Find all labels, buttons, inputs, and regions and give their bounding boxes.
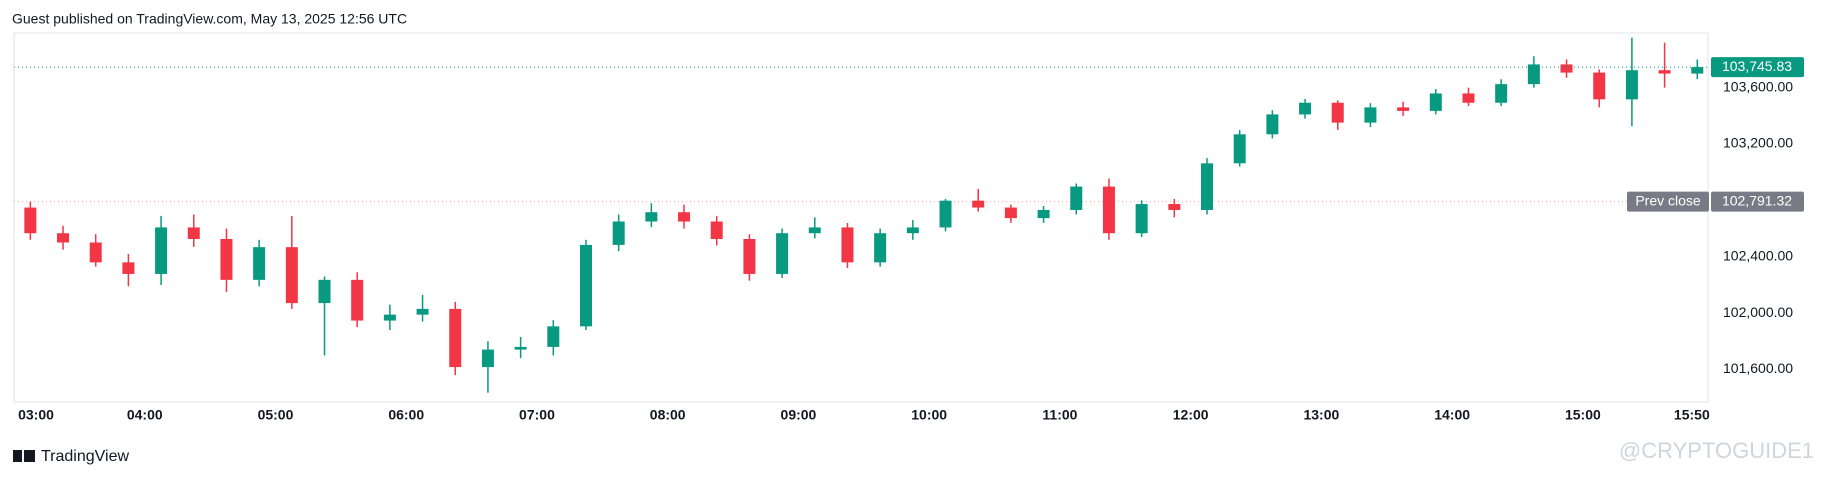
candle-body [1397, 107, 1410, 111]
y-tick-label: 102,000.00 [1723, 304, 1793, 320]
candle-body [972, 200, 985, 208]
footer: TradingView [41, 448, 129, 465]
candle-body [1168, 204, 1181, 210]
candle-body [1560, 64, 1573, 73]
candle-body [253, 247, 266, 280]
candle-body [318, 279, 331, 304]
candle-body [449, 308, 462, 368]
candle-body [1495, 84, 1508, 103]
candle-body [678, 212, 691, 222]
candle-body [1135, 204, 1148, 234]
x-tick-label: 09:00 [781, 407, 817, 423]
x-tick-label: 10:00 [911, 407, 947, 423]
x-tick-label: 08:00 [650, 407, 686, 423]
candle-body [514, 346, 527, 350]
candle-body [481, 349, 494, 368]
candle-body [1364, 107, 1377, 123]
candle-body [1201, 163, 1214, 210]
x-tick-label: 11:00 [1042, 407, 1077, 423]
x-tick-label: 06:00 [388, 407, 424, 423]
candle-body [1527, 64, 1540, 85]
candle-body [808, 227, 821, 234]
prev-close-name-box [1627, 191, 1709, 212]
x-tick-label: 13:00 [1303, 407, 1339, 423]
candle-body [383, 314, 396, 321]
candle-body [776, 233, 789, 274]
candle-body [874, 233, 887, 263]
prev-close-box [1711, 191, 1804, 212]
plot-frame [13, 32, 1709, 403]
candle-body [122, 262, 135, 274]
candle-body [710, 221, 723, 239]
header: Guest published on TradingView.com, May … [12, 11, 407, 27]
candle-body [612, 221, 625, 245]
x-tick-label: 15:00 [1565, 407, 1601, 423]
candle-body [1462, 93, 1475, 103]
x-tick-label: 12:00 [1173, 407, 1209, 423]
watermark: @CRYPTOGUIDE1 [1619, 438, 1814, 463]
x-tick-label: 15:50 [1674, 407, 1710, 423]
last-price-label: 103,745.83 [1722, 58, 1792, 74]
x-tick-label: 07:00 [519, 407, 555, 423]
candle-body [24, 207, 37, 234]
candle-body [1266, 114, 1279, 135]
y-tick-label: 102,400.00 [1723, 247, 1793, 263]
candle-body [1299, 102, 1312, 115]
candle-body [1658, 70, 1671, 74]
x-tick-label: 05:00 [258, 407, 294, 423]
candle-body [1625, 70, 1638, 100]
candle-body [1037, 209, 1050, 219]
candle-body [939, 200, 952, 228]
candle-body [841, 227, 854, 263]
candle-body [1691, 67, 1704, 74]
candle-body [579, 244, 592, 327]
candle-body [743, 238, 756, 274]
y-tick-label: 103,600.00 [1723, 78, 1793, 94]
prev-close-label: 102,791.32 [1722, 192, 1792, 208]
candle-body [1429, 93, 1442, 111]
y-tick-label: 101,600.00 [1723, 360, 1793, 376]
candle-body [1331, 102, 1344, 123]
y-tick-label: 103,200.00 [1723, 135, 1793, 151]
candle-body [1004, 207, 1017, 219]
candle-body [906, 227, 919, 234]
prev-close-name: Prev close [1635, 192, 1701, 208]
candle-body [1593, 72, 1606, 100]
candle-body [89, 242, 102, 263]
candle-body [187, 227, 200, 239]
candle-body [547, 326, 560, 347]
candle-body [220, 238, 233, 280]
candle-body [1070, 186, 1083, 210]
candle-body [57, 233, 70, 243]
x-tick-label: 03:00 [18, 407, 54, 423]
tv-logo [13, 450, 35, 462]
last-price-box [1711, 57, 1804, 78]
x-tick-label: 04:00 [127, 407, 163, 423]
candle-body [416, 308, 429, 315]
candle-body [351, 279, 364, 321]
candle-body [645, 212, 658, 222]
candle-body [155, 227, 168, 274]
x-tick-label: 14:00 [1434, 407, 1470, 423]
candle-body [285, 247, 298, 304]
candle-body [1102, 186, 1115, 234]
candle-body [1233, 134, 1246, 164]
